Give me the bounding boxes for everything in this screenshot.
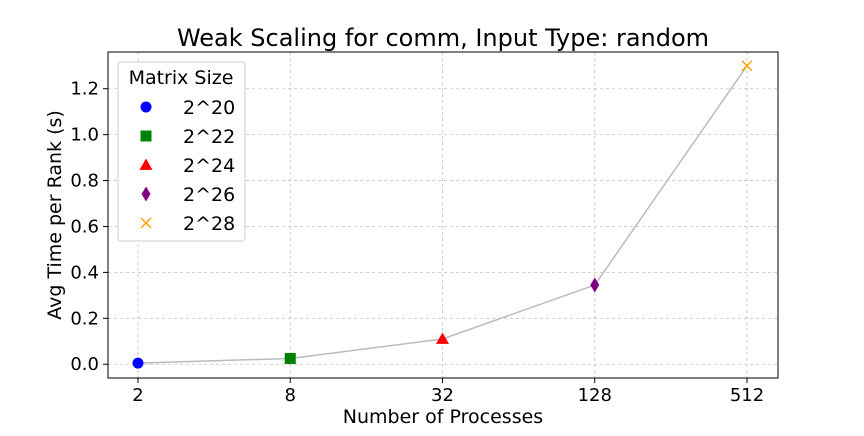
x-tick-label: 32 bbox=[431, 385, 454, 406]
legend-label: 2^20 bbox=[183, 97, 235, 119]
x-tick-label: 128 bbox=[578, 385, 612, 406]
data-point-2^20 bbox=[132, 357, 144, 369]
x-tick-label: 512 bbox=[730, 385, 764, 406]
x-axis-label: Number of Processes bbox=[343, 406, 543, 428]
y-tick-label: 0.8 bbox=[70, 171, 99, 192]
y-tick-label: 0.6 bbox=[70, 216, 99, 237]
legend: Matrix Size 2^20 2^22 2^24 2^26 2^28 bbox=[117, 61, 246, 242]
ticks-layer: 2 8 32 128 512 0.0 0.2 0.4 0.6 0.8 1.0 1.2 bbox=[70, 79, 764, 406]
grid-layer bbox=[108, 52, 778, 378]
y-tick-label: 0.2 bbox=[70, 308, 99, 329]
legend-marker-2^26 bbox=[141, 186, 151, 202]
data-point-2^28 bbox=[741, 60, 753, 72]
legend-label: 2^26 bbox=[183, 184, 235, 206]
legend-marker-2^20 bbox=[140, 101, 152, 113]
y-axis-label: Avg Time per Rank (s) bbox=[44, 110, 66, 320]
legend-label: 2^22 bbox=[183, 126, 235, 148]
legend-marker-2^22 bbox=[140, 130, 152, 142]
series-layer bbox=[132, 60, 753, 369]
y-tick-label: 1.2 bbox=[70, 79, 99, 100]
data-point-2^26 bbox=[590, 277, 600, 293]
y-tick-label: 0.4 bbox=[70, 262, 99, 283]
legend-label: 2^24 bbox=[183, 155, 235, 177]
chart-title: Weak Scaling for comm, Input Type: rando… bbox=[177, 24, 709, 52]
legend-marker-2^28 bbox=[140, 217, 152, 229]
legend-label: 2^28 bbox=[183, 213, 235, 235]
data-point-2^24 bbox=[436, 332, 449, 344]
y-tick-label: 1.0 bbox=[70, 125, 99, 146]
legend-marker-2^24 bbox=[139, 158, 153, 170]
data-point-2^22 bbox=[284, 352, 296, 364]
x-tick-label: 2 bbox=[132, 385, 143, 406]
x-tick-label: 8 bbox=[285, 385, 296, 406]
y-tick-label: 0.0 bbox=[70, 354, 99, 375]
legend-title: Matrix Size bbox=[129, 67, 234, 89]
